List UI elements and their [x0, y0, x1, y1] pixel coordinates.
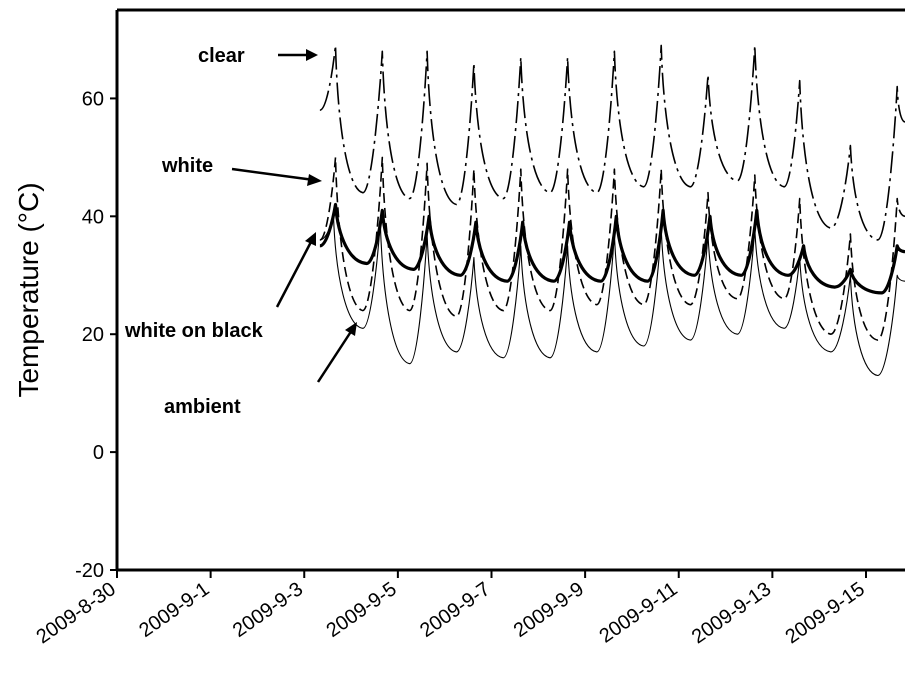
- x-tick-label-1: 2009-9-1: [135, 578, 213, 642]
- x-tick-label-2: 2009-9-3: [229, 578, 307, 642]
- y-tick-label-1: 0: [93, 442, 104, 464]
- annotation-ambient-arrow: [316, 329, 354, 383]
- x-tick-label-7: 2009-9-13: [688, 578, 775, 648]
- annotation-white-on-black: white on black: [124, 320, 264, 342]
- series-layer: [319, 44, 905, 377]
- annotations: clear white white on black ambient: [124, 45, 357, 418]
- series-line-2: [319, 202, 905, 295]
- y-tick-label-0: -20: [75, 560, 104, 582]
- annotation-clear-arrowhead: [306, 49, 318, 61]
- y-axis-title: Temperature (°C): [13, 182, 44, 397]
- annotation-white: white: [161, 155, 213, 177]
- series-line-3: [319, 215, 905, 377]
- annotation-clear: clear: [198, 45, 245, 67]
- annotation-ambient-arrowhead: [345, 322, 357, 336]
- x-ticks: 2009-8-30 2009-9-1 2009-9-3 2009-9-5 2009-9-…: [33, 570, 869, 648]
- x-tick-label-5: 2009-9-9: [510, 578, 588, 642]
- series-line-0: [319, 44, 905, 241]
- y-tick-label-2: 20: [82, 324, 104, 346]
- y-ticks: -20 0 20 40 60: [75, 88, 117, 582]
- x-tick-label-4: 2009-9-7: [416, 578, 494, 642]
- x-tick-label-3: 2009-9-5: [323, 578, 401, 642]
- annotation-ambient: ambient: [164, 396, 241, 418]
- x-tick-label-0: 2009-8-30: [33, 578, 120, 648]
- annotation-white-arrow: [231, 167, 315, 182]
- annotation-white-on-black-arrowhead: [305, 232, 316, 246]
- annotation-white-arrowhead: [307, 174, 322, 186]
- x-tick-label-8: 2009-9-15: [782, 578, 869, 648]
- x-tick-label-6: 2009-9-11: [596, 578, 682, 647]
- y-tick-label-3: 40: [82, 206, 104, 228]
- y-tick-label-4: 60: [82, 88, 104, 110]
- annotation-white-on-black-arrow: [275, 239, 314, 308]
- plot-area: [117, 10, 905, 570]
